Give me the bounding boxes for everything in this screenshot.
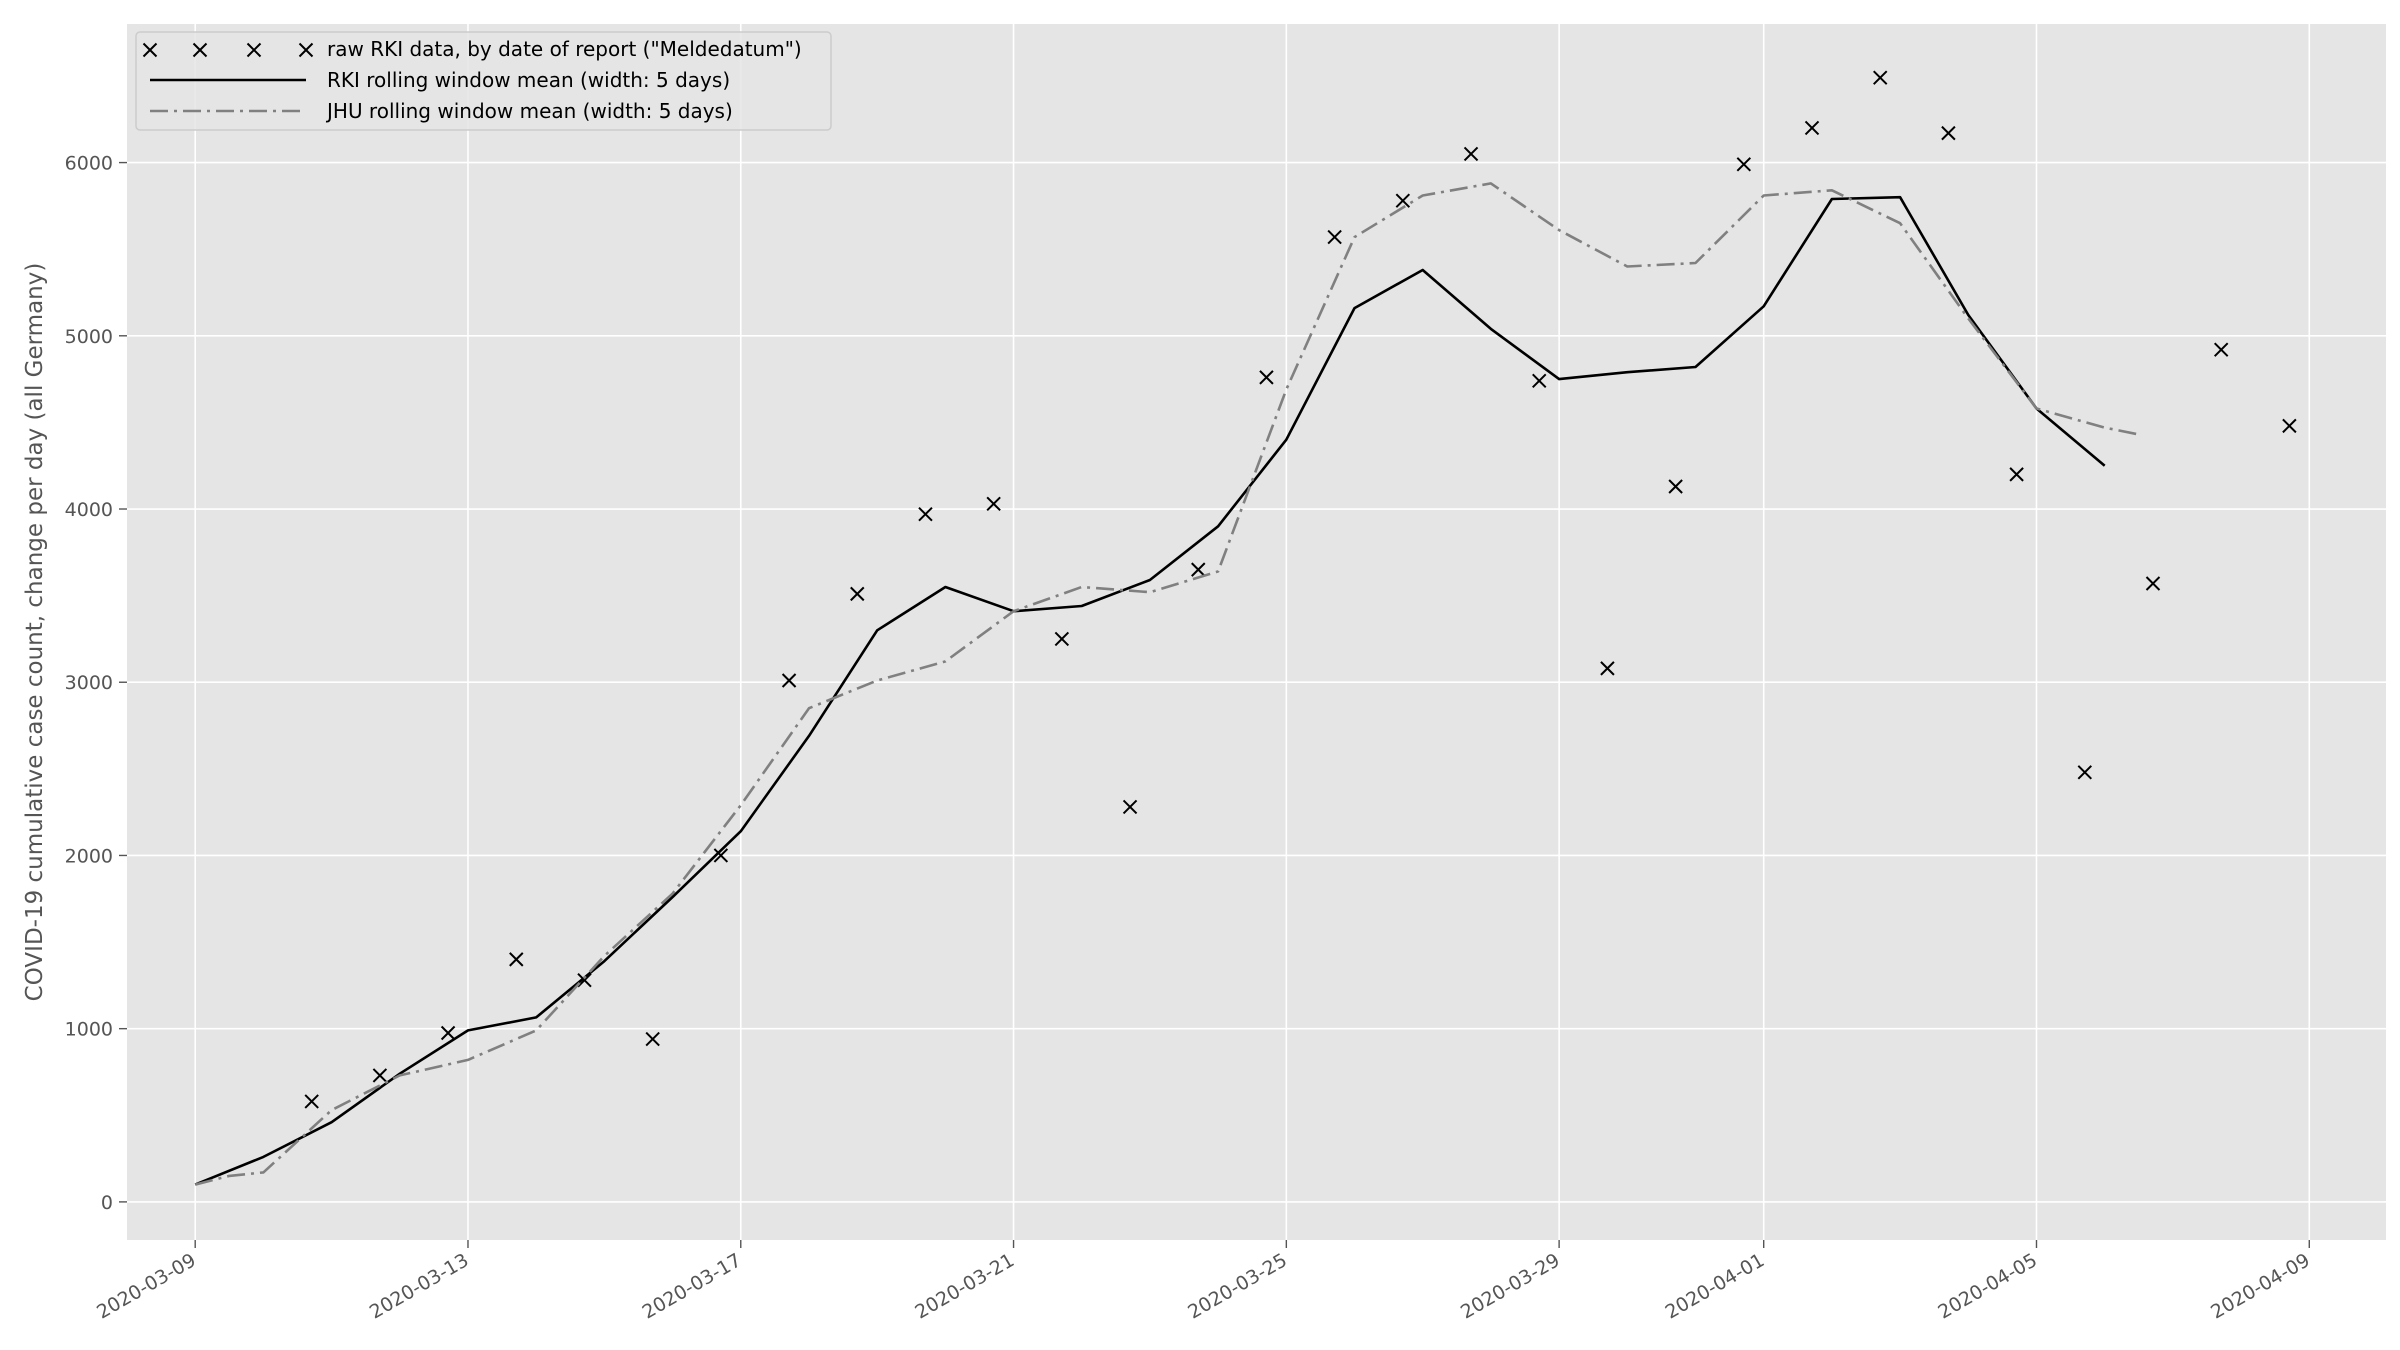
legend-x-marker-3 [298, 42, 314, 58]
raw-point-4 [577, 972, 592, 988]
raw-point-15 [1327, 229, 1342, 245]
legend-x-marker-1 [192, 42, 208, 58]
legend-marker-raw [142, 42, 314, 58]
jhu-rolling-mean-line [194, 182, 2140, 1186]
legend-label-jhu: JHU rolling window mean (width: 5 days) [325, 99, 733, 123]
x-tick-label-1: 2020-03-13 [366, 1249, 473, 1323]
raw-point-24 [1941, 125, 1956, 141]
raw-point-13 [1191, 562, 1206, 577]
raw-point-11 [1054, 631, 1070, 647]
raw-point-22 [1804, 120, 1820, 136]
raw-point-9 [918, 507, 933, 522]
y-tick-label-2: 2000 [65, 845, 113, 867]
raw-point-3 [509, 952, 524, 967]
legend-x-marker-2 [246, 42, 262, 58]
y-tick-label-5: 5000 [65, 326, 113, 348]
grid [127, 24, 2386, 1240]
raw-point-10 [986, 496, 1001, 512]
x-tick-label-0: 2020-03-09 [93, 1249, 200, 1323]
y-tick-label-6: 6000 [65, 153, 113, 175]
raw-point-20 [1668, 479, 1683, 494]
raw-point-17 [1463, 146, 1479, 162]
raw-point-12 [1122, 799, 1138, 815]
y-axis: 0 1000 2000 3000 4000 5000 6000 [65, 153, 127, 1214]
series-1 [194, 195, 2106, 1186]
x-tick-label-2: 2020-03-17 [639, 1249, 746, 1323]
y-tick-label-3: 3000 [65, 672, 113, 694]
legend-label-raw: raw RKI data, by date of report ("Melded… [327, 37, 802, 61]
raw-point-21 [1736, 157, 1752, 172]
raw-point-19 [1600, 661, 1615, 676]
raw-point-7 [781, 673, 797, 688]
x-tick-label-5: 2020-03-29 [1457, 1249, 1564, 1323]
series-0 [304, 70, 2297, 1109]
raw-point-6 [713, 848, 729, 863]
raw-point-14 [1259, 370, 1274, 385]
raw-point-16 [1395, 193, 1411, 208]
legend-box [135, 31, 832, 131]
raw-point-1 [372, 1068, 388, 1083]
y-tick-label-0: 0 [101, 1192, 113, 1214]
y-axis-label: COVID-19 cumulative case count, change p… [22, 263, 48, 1002]
raw-point-25 [2009, 467, 2024, 482]
x-axis: 2020-03-09 2020-03-13 2020-03-17 2020-03-21… [93, 1240, 2314, 1324]
plot-background [127, 24, 2386, 1240]
raw-point-27 [2145, 576, 2161, 591]
x-tick-label-8: 2020-04-09 [2207, 1249, 2314, 1323]
x-tick-label-3: 2020-03-21 [911, 1249, 1018, 1323]
y-tick-label-4: 4000 [65, 499, 113, 521]
series-2 [194, 182, 2140, 1186]
legend-x-marker-0 [142, 42, 158, 58]
raw-point-5 [645, 1031, 660, 1047]
x-tick-label-7: 2020-04-05 [1934, 1249, 2041, 1323]
legend: raw RKI data, by date of report ("Melded… [135, 31, 832, 131]
x-tick-label-4: 2020-03-25 [1184, 1249, 1291, 1323]
raw-point-0 [304, 1094, 319, 1109]
legend-label-rki: RKI rolling window mean (width: 5 days) [327, 68, 730, 92]
rki-rolling-mean-line [194, 195, 2106, 1186]
plot-area [194, 70, 2297, 1186]
raw-point-29 [2282, 418, 2297, 434]
raw-point-8 [850, 586, 865, 602]
x-tick-label-6: 2020-04-01 [1662, 1249, 1769, 1323]
raw-point-28 [2213, 342, 2229, 357]
y-tick-label-1: 1000 [65, 1019, 113, 1041]
raw-point-26 [2077, 765, 2093, 780]
raw-point-18 [1532, 373, 1547, 389]
raw-point-2 [440, 1025, 456, 1041]
raw-point-23 [1873, 70, 1888, 85]
